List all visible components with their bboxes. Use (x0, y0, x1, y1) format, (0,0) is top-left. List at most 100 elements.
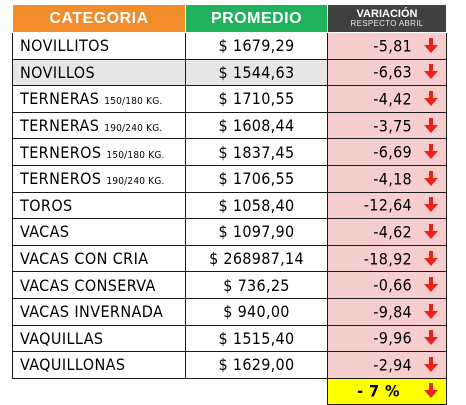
price-table: CATEGORIA PROMEDIO VARIACIÓN RESPECTO AB… (12, 4, 447, 405)
arrow-down-icon (424, 383, 438, 399)
table-row: TERNEROS 150/180 KG. $ 1837,45 -6,69 (12, 138, 447, 166)
average-price-cell: $ 1679,29 (185, 32, 328, 60)
average-price-cell: $ 1710,55 (185, 85, 328, 113)
variation-cell: -12,64 (327, 191, 447, 220)
category-name: VACAS CON CRIA (20, 249, 149, 269)
total-blank-cell (12, 378, 186, 405)
average-price-cell: $ 1515,40 (185, 324, 328, 353)
categoria-header: CATEGORIA (12, 4, 186, 33)
category-name: VACAS INVERNADA (20, 302, 164, 322)
average-price-cell: $ 1097,90 (185, 218, 328, 246)
category-cell: TERNERAS 150/180 KG. (12, 85, 186, 113)
category-weight-range: 190/240 KG. (106, 176, 165, 188)
category-cell: TERNEROS 190/240 KG. (12, 164, 186, 193)
variation-cell: -4,62 (327, 218, 447, 246)
average-price-cell: $ 1058,40 (185, 191, 328, 220)
table-row: NOVILLITOS $ 1679,29 -5,81 (12, 32, 447, 60)
variation-cell: -4,18 (327, 164, 447, 193)
arrow-down-icon (424, 303, 438, 319)
variation-cell: -6,69 (327, 138, 447, 166)
variation-value: -4,62 (373, 222, 412, 242)
arrow-down-icon (424, 117, 438, 133)
category-name: TERNEROS (20, 169, 102, 189)
table-row: TERNERAS 190/240 KG. $ 1608,44 -3,75 (12, 111, 447, 140)
table-row: VACAS CON CRIA $ 268987,14 -18,92 (12, 244, 447, 273)
variation-value: -18,92 (363, 249, 412, 269)
variation-value: -3,75 (373, 116, 412, 136)
category-weight-range: 150/180 KG. (104, 96, 163, 108)
category-name: TERNERAS (20, 89, 100, 109)
table-row: VACAS INVERNADA $ 940,00 -9,84 (12, 297, 447, 326)
table-header-row: CATEGORIA PROMEDIO VARIACIÓN RESPECTO AB… (12, 4, 447, 33)
category-cell: TERNEROS 150/180 KG. (12, 138, 186, 166)
total-row: - 7 % (12, 377, 447, 405)
category-weight-range: 150/180 KG. (106, 149, 165, 161)
category-cell: VAQUILLAS (12, 324, 186, 353)
variation-value: -9,96 (373, 328, 412, 348)
category-cell: NOVILLOS (12, 58, 186, 87)
average-price-cell: $ 1544,63 (185, 58, 328, 87)
category-cell: NOVILLITOS (12, 32, 186, 60)
table-row: VAQUILLAS $ 1515,40 -9,96 (12, 324, 447, 353)
average-price-cell: $ 1837,45 (185, 138, 328, 166)
arrow-down-icon (424, 197, 438, 213)
variation-value: -4,42 (373, 89, 412, 109)
category-cell: VACAS CON CRIA (12, 244, 186, 273)
category-name: TERNERAS (20, 116, 100, 136)
average-price-cell: $ 1608,44 (185, 111, 328, 140)
category-cell: TERNERAS 190/240 KG. (12, 111, 186, 140)
variation-value: -6,63 (373, 62, 412, 82)
table-row: TERNERAS 150/180 KG. $ 1710,55 -4,42 (12, 85, 447, 113)
arrow-down-icon (424, 90, 438, 106)
variation-value: -2,94 (373, 355, 412, 375)
category-weight-range: 190/240 KG. (104, 123, 163, 135)
table-row: TERNEROS 190/240 KG. $ 1706,55 -4,18 (12, 164, 447, 193)
variation-cell: -6,63 (327, 58, 447, 87)
arrow-down-icon (424, 37, 438, 53)
category-name: NOVILLITOS (20, 36, 110, 56)
table-row: TOROS $ 1058,40 -12,64 (12, 191, 447, 220)
category-name: VAQUILLONAS (20, 355, 126, 375)
variation-cell: -5,81 (327, 32, 447, 60)
arrow-down-icon (424, 170, 438, 186)
arrow-down-icon (424, 64, 438, 80)
variation-value: -6,69 (373, 142, 412, 162)
average-price-cell: $ 940,00 (185, 297, 328, 326)
table-row: VACAS $ 1097,90 -4,62 (12, 218, 447, 246)
total-variation-cell: - 7 % (327, 377, 447, 405)
variation-value: -9,84 (373, 302, 412, 322)
category-name: TERNEROS (20, 142, 102, 162)
category-cell: VAQUILLONAS (12, 351, 186, 379)
average-price-cell: $ 1706,55 (185, 164, 328, 193)
average-price-cell: $ 1629,00 (185, 351, 328, 379)
variation-cell: -9,96 (327, 324, 447, 353)
category-name: VAQUILLAS (20, 328, 104, 348)
arrow-down-icon (424, 144, 438, 160)
average-price-cell: $ 268987,14 (185, 244, 328, 273)
variation-value: -0,66 (373, 275, 412, 295)
category-name: VACAS (20, 222, 70, 242)
variacion-header-title: VARIACIÓN (356, 8, 418, 20)
variation-value: -4,18 (373, 169, 412, 189)
arrow-down-icon (424, 356, 438, 372)
category-cell: VACAS (12, 218, 186, 246)
variacion-header-subtitle: RESPECTO ABRIL (350, 19, 424, 28)
variation-cell: -3,75 (327, 111, 447, 140)
total-variation-value: - 7 % (357, 381, 400, 401)
variation-cell: -0,66 (327, 271, 447, 299)
category-cell: VACAS INVERNADA (12, 297, 186, 326)
variation-cell: -18,92 (327, 244, 447, 273)
arrow-down-icon (424, 277, 438, 293)
table-row: VACAS CONSERVA $ 736,25 -0,66 (12, 271, 447, 299)
table-row: VAQUILLONAS $ 1629,00 -2,94 (12, 351, 447, 379)
variation-value: -5,81 (373, 36, 412, 56)
category-cell: VACAS CONSERVA (12, 271, 186, 299)
table-row: NOVILLOS $ 1544,63 -6,63 (12, 58, 447, 87)
arrow-down-icon (424, 223, 438, 239)
variacion-header: VARIACIÓN RESPECTO ABRIL (327, 4, 447, 33)
category-cell: TOROS (12, 191, 186, 220)
arrow-down-icon (424, 330, 438, 346)
variation-value: -12,64 (363, 195, 412, 215)
variation-cell: -2,94 (327, 351, 447, 379)
